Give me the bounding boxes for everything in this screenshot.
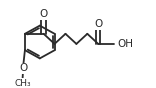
Text: CH₃: CH₃	[14, 79, 31, 88]
Text: O: O	[19, 63, 27, 73]
Text: O: O	[39, 9, 48, 19]
Text: OH: OH	[118, 39, 134, 49]
Text: O: O	[94, 19, 102, 29]
